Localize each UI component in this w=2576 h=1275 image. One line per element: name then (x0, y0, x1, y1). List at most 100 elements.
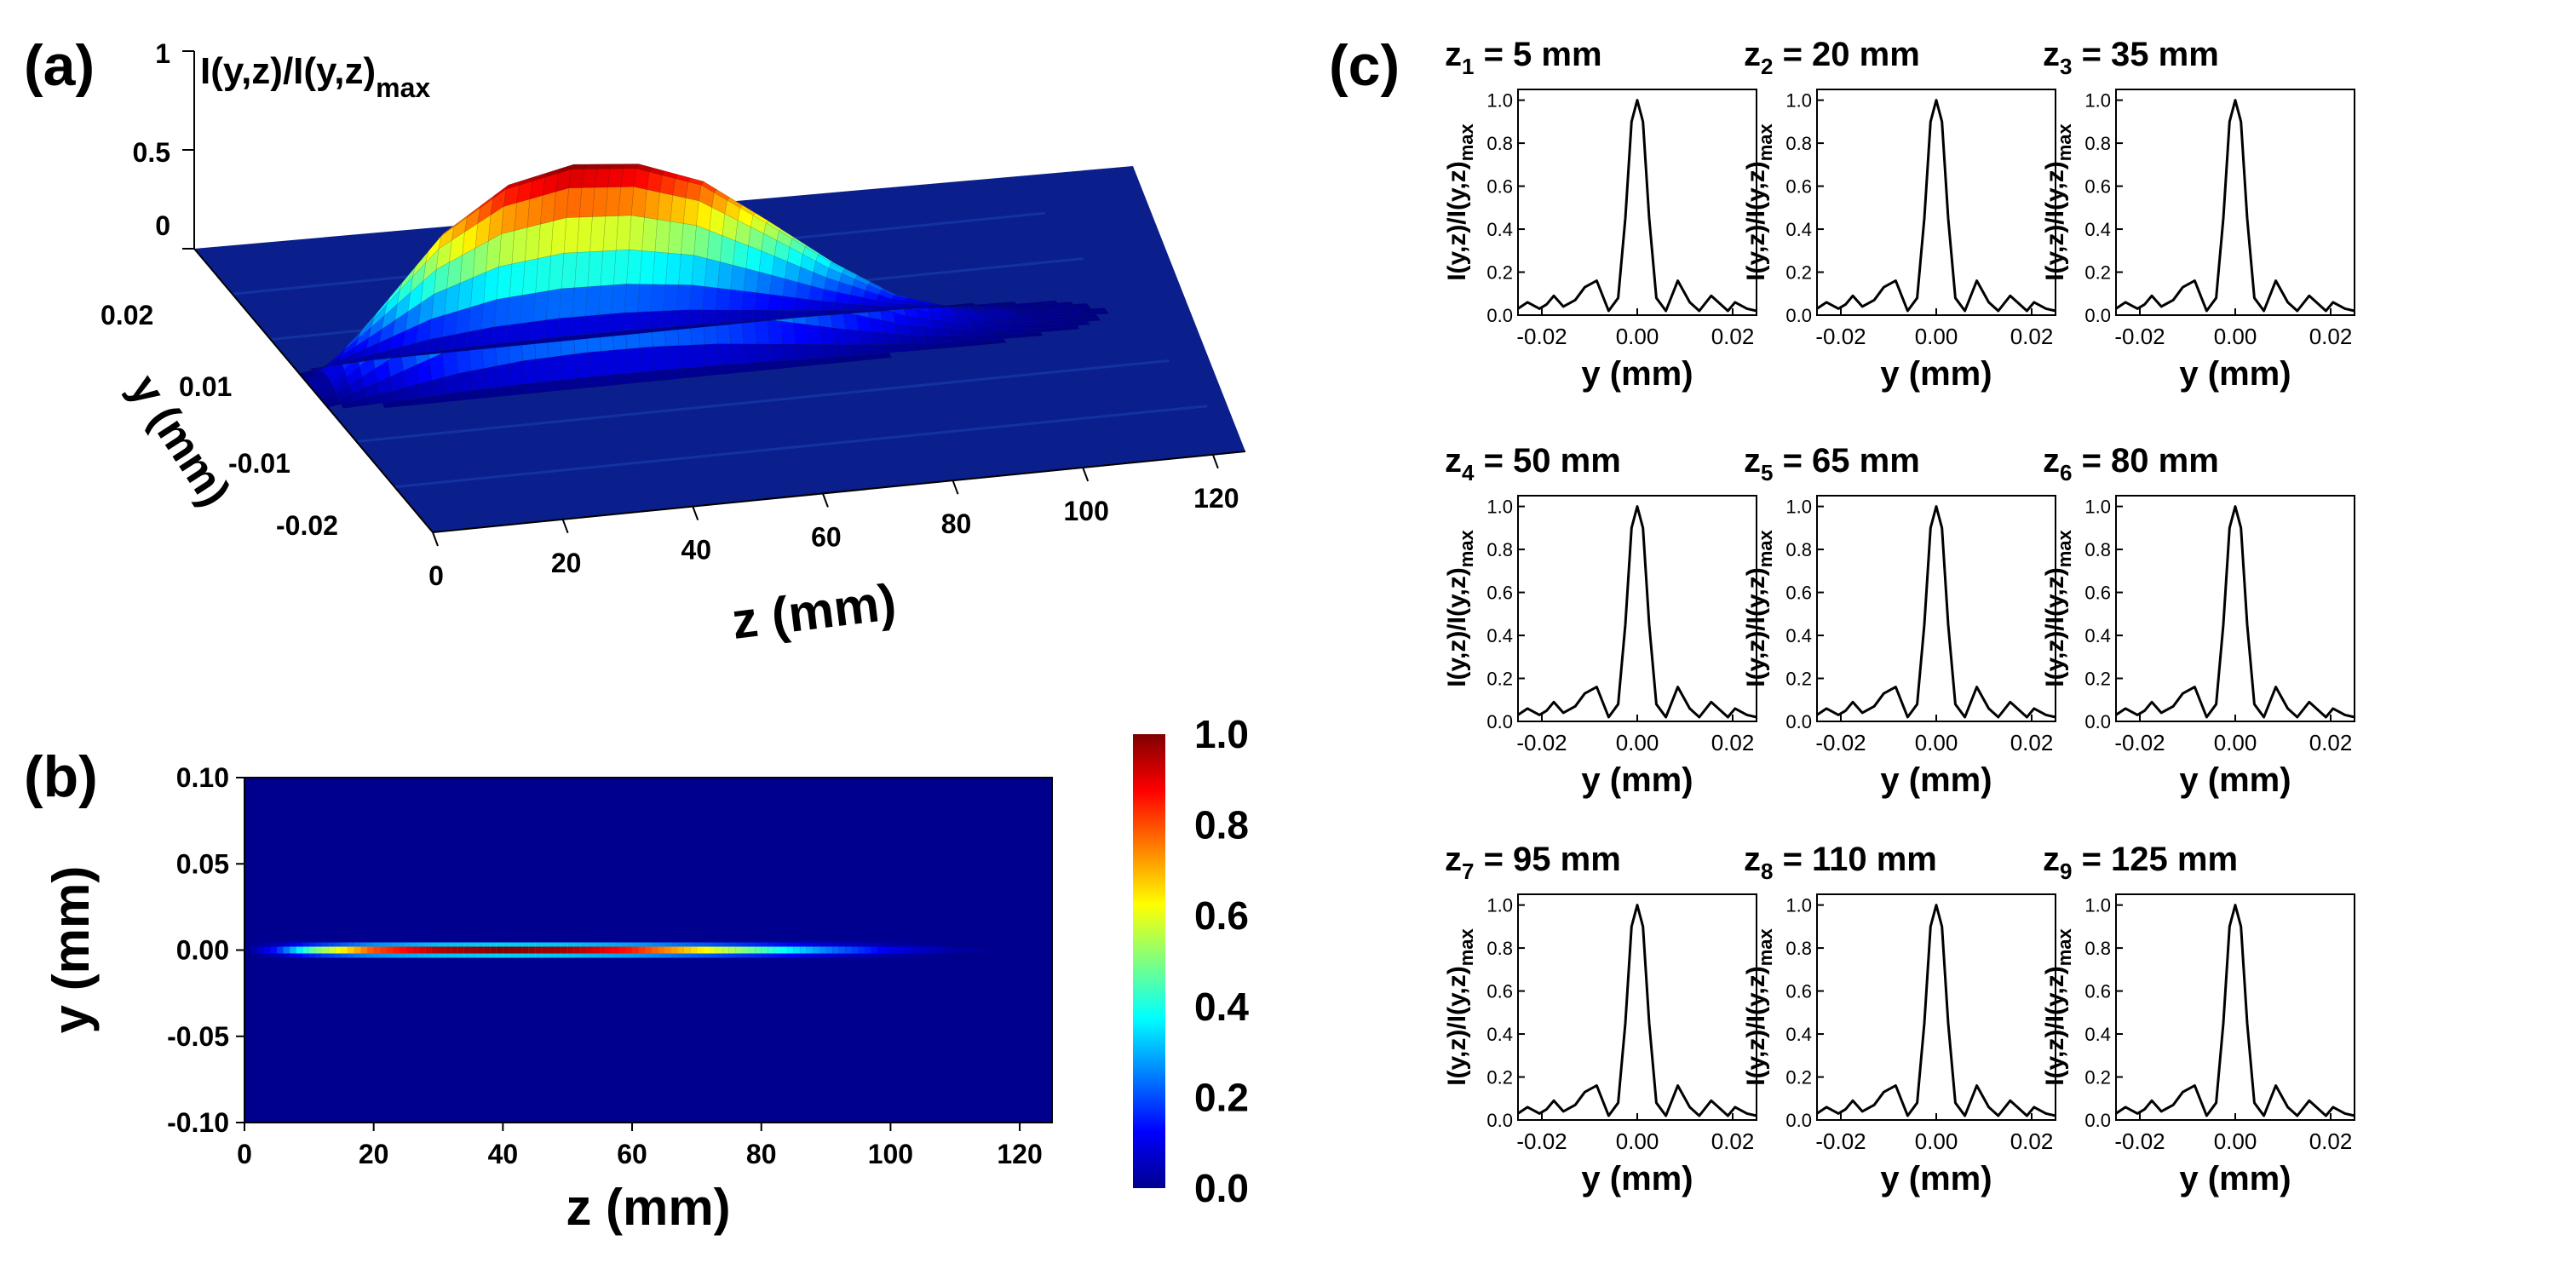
panel-b-beam-cell (832, 946, 840, 954)
panel-b-ytick-label: 0.10 (176, 762, 229, 793)
panel-a-surface-cell (900, 343, 916, 353)
panel-a-surface-cell (733, 240, 749, 269)
panel-a-surface-cell (785, 359, 802, 369)
subplot-ytick-label: 0.2 (1486, 669, 1513, 690)
subplot-ytick-label: 0.8 (2084, 133, 2111, 154)
panel-b-beam-cell (580, 946, 588, 954)
subplot-ylabel: I(y,z)/I(y,z)max (1742, 928, 1776, 1085)
subplot-intensity-line (1517, 505, 1757, 719)
panel-b-beam-cell (871, 946, 878, 954)
panel-a-surface-cell (704, 258, 721, 289)
panel-b-beam-cell (710, 946, 717, 954)
panel-a-surface-cell (756, 271, 773, 295)
panel-a-surface-cell (659, 175, 676, 196)
panel-a-surface-cell (564, 377, 580, 390)
panel-a-sidelobe-ridge (356, 359, 1170, 443)
panel-b-beam-cell (703, 946, 710, 954)
subplot-ytick-label: 0.0 (2084, 1110, 2111, 1131)
panel-a-surface-cell (647, 171, 663, 193)
subplot-ylabel: I(y,z)/I(y,z)max (2041, 123, 2075, 280)
panel-a-surface-cell (988, 334, 1004, 341)
panel-a-surface-cell (975, 335, 992, 342)
panel-b-beam-cell (741, 946, 750, 954)
panel-b-beam-cell (929, 946, 937, 954)
subplot-xtick-label: -0.02 (1815, 1129, 1866, 1154)
subplot-xtick-label: 0.02 (1711, 730, 1755, 755)
panel-a-surface-cell (653, 346, 669, 371)
panel-b-beam-cell (910, 946, 917, 954)
panel-b-beam-cell (412, 946, 420, 954)
panel-a-surface-cell (720, 235, 736, 266)
subplot-ytick-label: 0.0 (1486, 305, 1513, 326)
panel-b-beam-cell (800, 946, 808, 954)
panel-a-surface-cell (811, 357, 827, 366)
panel-b-beam-cell (606, 946, 613, 954)
panel-a-surface-cell (1042, 300, 1059, 305)
panel-a-surface-cell (720, 364, 736, 375)
subplot-ytick-label: 0.8 (2084, 539, 2111, 560)
panel-a-surface-cell (584, 164, 601, 169)
subplot-ytick-label: 0.0 (1785, 711, 1812, 732)
panel-c-subplot: z2 = 20 mm 1.0 0.8 0.6 0.4 0.2 0.0-0.02 0.00 0.0… (1742, 36, 2056, 393)
panel-a-surface-cell (959, 302, 976, 307)
subplot-ytick-label: 1.0 (2084, 90, 2111, 112)
panel-a-surface-cell (624, 284, 641, 313)
subplot-xtick-label: 0.00 (1616, 1129, 1659, 1154)
subplot-xlabel: y (mm) (1880, 761, 1992, 799)
panel-a-surface-cell (578, 187, 595, 218)
panel-a-xtick (821, 493, 829, 508)
panel-a-surface-cell (665, 345, 681, 370)
panel-c-subplot: z9 = 125 mm 1.0 0.8 0.6 0.4 0.2 0.0-0.02 0.00 0.… (2041, 841, 2355, 1197)
subplot-ytick-label: 1.0 (1486, 895, 1513, 916)
subplot-xlabel: y (mm) (1581, 761, 1693, 799)
panel-b-beam-cell (290, 946, 297, 954)
panel-a-surface-cell (589, 375, 607, 388)
panel-a-surface-cell (983, 324, 1000, 330)
panel-a-surface-cell (522, 359, 539, 384)
subplot-ytick-label: 0.2 (1785, 1067, 1812, 1088)
panel-a-surface-cell (577, 376, 593, 389)
panel-a-surface-cell (767, 294, 783, 311)
panel-a-surface-cell (834, 344, 851, 357)
panel-b-beam-cell (968, 946, 975, 954)
subplot-ytick-label: 0.4 (1486, 625, 1513, 646)
panel-a-surface-cell (848, 344, 864, 356)
panel-a-surface-cell (849, 354, 866, 362)
subplot-ytick-label: 0.0 (1785, 1110, 1812, 1131)
panel-a-surface-cell (683, 198, 699, 227)
panel-a-ytick-label: -0.01 (228, 448, 290, 479)
panel-a-surface-cell (444, 373, 461, 394)
subplot-ytick-label: 0.8 (1785, 938, 1812, 959)
panel-b-beam-cell (425, 946, 433, 954)
subplot-frame (1816, 893, 2056, 1121)
subplot-ytick-label: 0.2 (1785, 669, 1812, 690)
panel-b-xlabel: z (mm) (566, 1179, 730, 1236)
subplot-xlabel: y (mm) (2179, 355, 2291, 393)
panel-a-surface-cell (706, 230, 723, 262)
panel-b-beam-cell (302, 946, 310, 954)
panel-b-beam-cell (483, 946, 491, 954)
panel-b-beam-cell (942, 946, 950, 954)
panel-a-surface-cell (744, 343, 760, 364)
subplot-ytick-label: 1.0 (1785, 497, 1812, 518)
subplot-intensity-line (2115, 505, 2355, 719)
panel-a-surface-cell (584, 285, 601, 317)
panel-a-surface-cell (831, 302, 848, 311)
panel-b-beam-cell (793, 946, 801, 954)
panel-a-ytick-label: 0.01 (179, 371, 232, 402)
panel-a-surface-cell (457, 370, 474, 393)
panel-b-beam-cell (315, 946, 323, 954)
panel-c-subplot: z8 = 110 mm 1.0 0.8 0.6 0.4 0.2 0.0-0.02 0.00 0.… (1742, 841, 2056, 1197)
subplot-ytick-label: 0.8 (1486, 133, 1513, 154)
subplot-ylabel: I(y,z)/I(y,z)max (2041, 928, 2075, 1085)
panel-a-surface-cell (962, 335, 979, 342)
panel-a-surface-cell (998, 329, 1015, 335)
panel-b-beam-cell (515, 946, 523, 954)
panel-b-beam-cell (328, 946, 336, 954)
subplot-xtick-label: 0.00 (1915, 730, 1958, 755)
panel-b-beam-cell (400, 946, 407, 954)
panel-b-heatmap-beam (250, 942, 988, 958)
panel-a-surface-cell (654, 369, 671, 382)
panel-a-surface-cell (563, 216, 580, 254)
